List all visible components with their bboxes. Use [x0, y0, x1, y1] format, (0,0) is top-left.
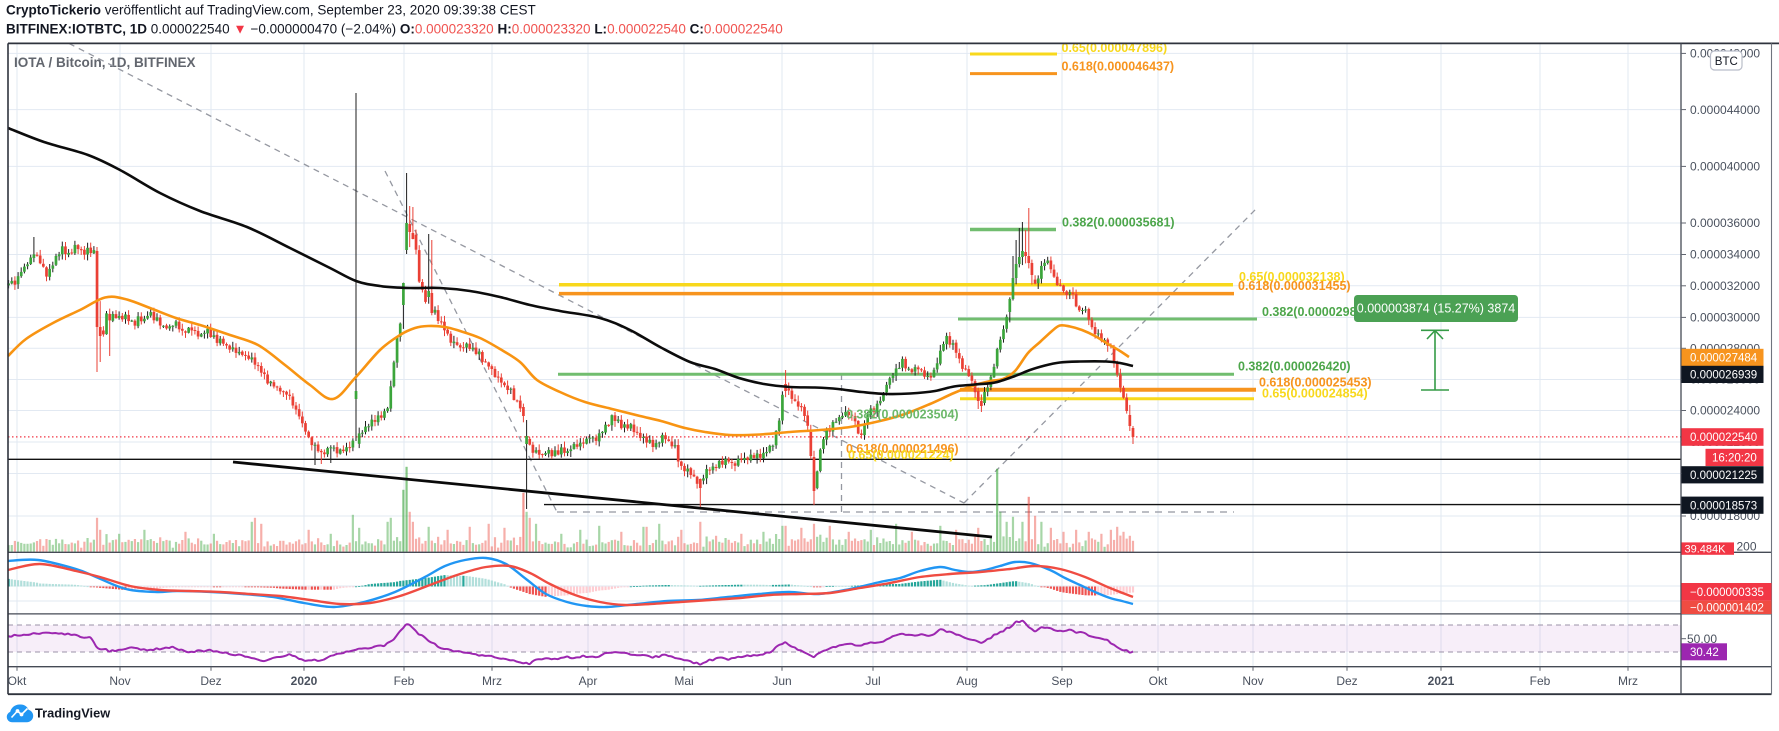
- svg-text:200: 200: [1737, 540, 1757, 554]
- svg-text:Feb: Feb: [394, 674, 415, 688]
- svg-text:0.000024000: 0.000024000: [1690, 404, 1760, 418]
- svg-text:0.000022540: 0.000022540: [1690, 432, 1757, 444]
- svg-text:0.618(0.000031455): 0.618(0.000031455): [1238, 279, 1351, 293]
- svg-text:0.000003874 (15.27%) 3874: 0.000003874 (15.27%) 3874: [1357, 302, 1516, 316]
- svg-text:Jun: Jun: [772, 674, 791, 688]
- svg-text:Feb: Feb: [1530, 674, 1551, 688]
- svg-text:0.618(0.000046437): 0.618(0.000046437): [1062, 60, 1175, 74]
- svg-text:Okt: Okt: [8, 674, 27, 688]
- svg-text:0.000040000: 0.000040000: [1690, 160, 1760, 174]
- svg-text:Mrz: Mrz: [1618, 674, 1638, 688]
- svg-text:Mrz: Mrz: [482, 674, 502, 688]
- svg-text:16:20:20: 16:20:20: [1712, 453, 1757, 465]
- svg-text:0.000026939: 0.000026939: [1690, 370, 1757, 382]
- svg-text:−0.000001402: −0.000001402: [1690, 602, 1764, 614]
- svg-text:0.000034000: 0.000034000: [1690, 248, 1760, 262]
- svg-text:0.000030000: 0.000030000: [1690, 311, 1760, 325]
- svg-text:BITFINEX:IOTBTC, 1D 0.0000225: BITFINEX:IOTBTC, 1D 0.000022540 ▼ −0.000…: [6, 22, 783, 37]
- svg-text:0.000032000: 0.000032000: [1690, 279, 1760, 293]
- svg-text:2020: 2020: [291, 674, 318, 688]
- svg-text:0.382(0.000035681): 0.382(0.000035681): [1062, 216, 1175, 230]
- svg-text:Nov: Nov: [1242, 674, 1263, 688]
- svg-text:0.65(0.000032138): 0.65(0.000032138): [1239, 270, 1345, 284]
- svg-text:30.42: 30.42: [1690, 647, 1719, 659]
- svg-text:0.000021225: 0.000021225: [1690, 470, 1757, 482]
- svg-text:Mai: Mai: [674, 674, 693, 688]
- svg-text:2021: 2021: [1428, 674, 1455, 688]
- svg-text:50.00: 50.00: [1687, 632, 1717, 646]
- svg-text:Dez: Dez: [200, 674, 221, 688]
- svg-text:0.618(0.000021496): 0.618(0.000021496): [846, 442, 959, 456]
- svg-text:BTC: BTC: [1715, 56, 1738, 68]
- svg-text:0.382(0.000023504): 0.382(0.000023504): [846, 407, 959, 421]
- svg-text:0.618(0.000025453): 0.618(0.000025453): [1259, 375, 1372, 389]
- svg-text:Okt: Okt: [1149, 674, 1168, 688]
- svg-text:CryptoTickerio veröffentlicht: CryptoTickerio veröffentlicht auf Tradin…: [6, 3, 536, 18]
- svg-text:0.382(0.000026420): 0.382(0.000026420): [1238, 359, 1351, 373]
- svg-text:0.000027484: 0.000027484: [1690, 353, 1758, 365]
- svg-text:0.000018573: 0.000018573: [1690, 500, 1757, 512]
- svg-text:−0.000000335: −0.000000335: [1690, 587, 1764, 599]
- svg-text:Dez: Dez: [1336, 674, 1357, 688]
- svg-text:0.65(0.000024854): 0.65(0.000024854): [1262, 386, 1368, 400]
- svg-text:Aug: Aug: [956, 674, 977, 688]
- svg-text:39.484K: 39.484K: [1685, 544, 1727, 556]
- svg-text:0.000036000: 0.000036000: [1690, 216, 1760, 230]
- svg-text:IOTA / Bitcoin, 1D, BITFINEX: IOTA / Bitcoin, 1D, BITFINEX: [14, 55, 196, 70]
- svg-text:TradingView: TradingView: [35, 705, 110, 720]
- svg-text:Apr: Apr: [579, 674, 598, 688]
- svg-text:Nov: Nov: [109, 674, 130, 688]
- svg-text:0.65(0.000021224): 0.65(0.000021224): [848, 448, 954, 462]
- svg-text:Sep: Sep: [1051, 674, 1073, 688]
- svg-text:0.65(0.000047896): 0.65(0.000047896): [1062, 41, 1168, 55]
- svg-text:0.382(0.000029861): 0.382(0.000029861): [1262, 305, 1375, 319]
- svg-text:0.000044000: 0.000044000: [1690, 103, 1760, 117]
- svg-text:Jul: Jul: [865, 674, 880, 688]
